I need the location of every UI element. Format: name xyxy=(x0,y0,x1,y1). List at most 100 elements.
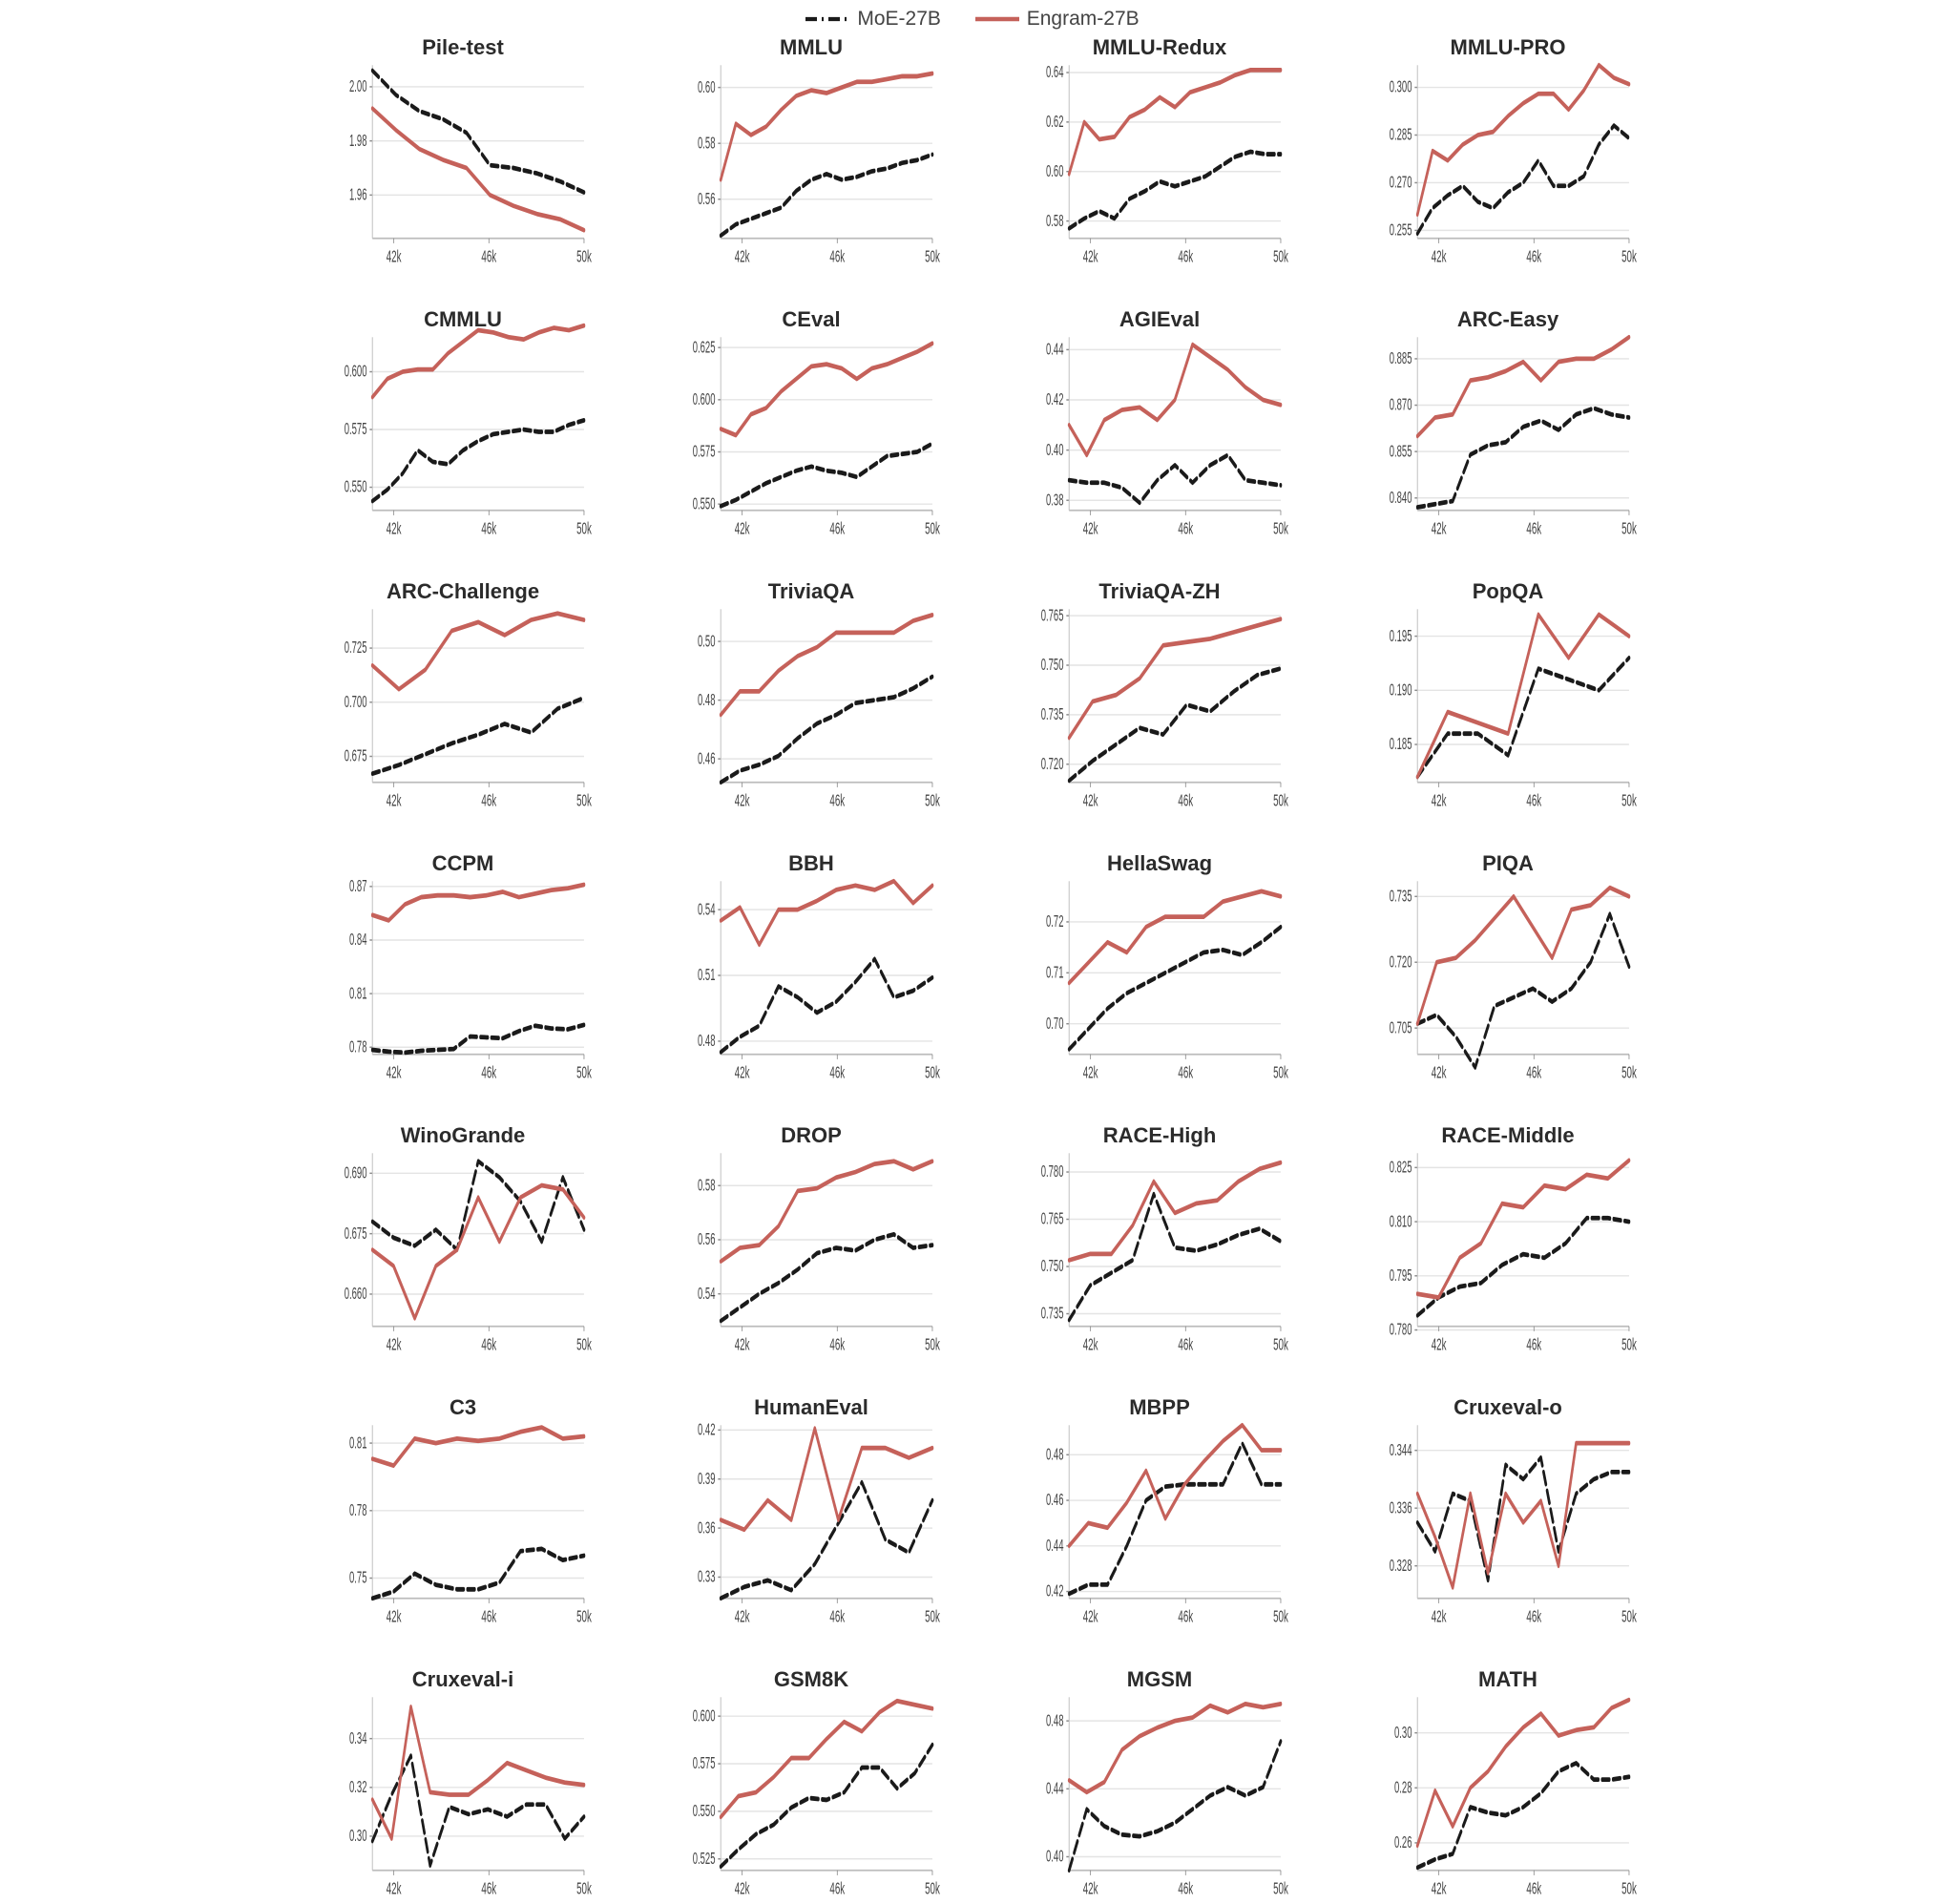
svg-text:42k: 42k xyxy=(1432,792,1447,811)
svg-text:50k: 50k xyxy=(1621,1608,1637,1627)
svg-text:50k: 50k xyxy=(1621,792,1637,811)
svg-text:46k: 46k xyxy=(1178,520,1193,539)
svg-text:0.70: 0.70 xyxy=(1046,1014,1064,1033)
svg-text:42k: 42k xyxy=(1083,1336,1098,1355)
svg-text:46k: 46k xyxy=(1526,1880,1541,1899)
svg-text:2.00: 2.00 xyxy=(349,76,367,95)
svg-text:42k: 42k xyxy=(1083,1880,1098,1899)
svg-text:0.26: 0.26 xyxy=(1394,1832,1412,1852)
svg-text:42k: 42k xyxy=(735,1608,750,1627)
svg-text:50k: 50k xyxy=(1273,792,1288,811)
svg-text:50k: 50k xyxy=(925,1608,940,1627)
svg-text:0.46: 0.46 xyxy=(698,748,716,767)
svg-text:0.780: 0.780 xyxy=(1041,1161,1064,1181)
svg-text:0.825: 0.825 xyxy=(1390,1157,1412,1176)
svg-text:0.885: 0.885 xyxy=(1390,348,1412,367)
svg-text:42k: 42k xyxy=(1083,248,1098,267)
svg-text:0.28: 0.28 xyxy=(1394,1777,1412,1796)
svg-text:0.575: 0.575 xyxy=(693,442,716,461)
svg-text:0.48: 0.48 xyxy=(1046,1444,1064,1463)
svg-text:42k: 42k xyxy=(387,1608,402,1627)
svg-text:0.700: 0.700 xyxy=(345,692,367,711)
svg-text:0.344: 0.344 xyxy=(1390,1440,1412,1459)
svg-text:0.255: 0.255 xyxy=(1390,220,1412,240)
svg-text:0.36: 0.36 xyxy=(698,1517,716,1537)
svg-text:0.54: 0.54 xyxy=(698,1284,716,1303)
svg-text:42k: 42k xyxy=(1083,792,1098,811)
svg-text:0.51: 0.51 xyxy=(698,965,716,984)
svg-text:0.810: 0.810 xyxy=(1390,1211,1412,1230)
svg-text:50k: 50k xyxy=(576,1336,592,1355)
svg-text:46k: 46k xyxy=(829,1064,845,1083)
svg-text:0.525: 0.525 xyxy=(693,1849,716,1868)
svg-text:50k: 50k xyxy=(576,1608,592,1627)
svg-text:0.550: 0.550 xyxy=(345,477,367,496)
svg-text:46k: 46k xyxy=(829,792,845,811)
svg-text:50k: 50k xyxy=(1273,1608,1288,1627)
svg-text:0.46: 0.46 xyxy=(1046,1490,1064,1509)
svg-text:0.625: 0.625 xyxy=(693,337,716,356)
svg-text:0.270: 0.270 xyxy=(1390,173,1412,192)
svg-text:0.34: 0.34 xyxy=(349,1728,367,1747)
svg-text:0.48: 0.48 xyxy=(698,1031,716,1050)
svg-text:0.840: 0.840 xyxy=(1390,488,1412,507)
svg-text:0.42: 0.42 xyxy=(698,1419,715,1438)
svg-text:1.98: 1.98 xyxy=(349,131,367,150)
svg-text:50k: 50k xyxy=(1621,1880,1637,1899)
svg-text:0.600: 0.600 xyxy=(693,1705,716,1725)
svg-text:46k: 46k xyxy=(1526,520,1541,539)
svg-text:0.40: 0.40 xyxy=(1046,1847,1064,1866)
svg-text:50k: 50k xyxy=(1273,1336,1288,1355)
svg-text:0.575: 0.575 xyxy=(345,419,367,438)
svg-text:0.300: 0.300 xyxy=(1390,77,1412,96)
svg-text:42k: 42k xyxy=(1432,1880,1447,1899)
svg-text:42k: 42k xyxy=(1083,1064,1098,1083)
svg-text:46k: 46k xyxy=(481,1880,496,1899)
svg-text:0.78: 0.78 xyxy=(349,1036,367,1056)
svg-text:0.185: 0.185 xyxy=(1390,734,1412,753)
svg-text:46k: 46k xyxy=(1178,1064,1193,1083)
svg-text:42k: 42k xyxy=(387,1880,402,1899)
svg-text:0.30: 0.30 xyxy=(1394,1723,1412,1742)
svg-text:42k: 42k xyxy=(1432,1608,1447,1627)
svg-text:0.328: 0.328 xyxy=(1390,1556,1412,1575)
svg-text:0.675: 0.675 xyxy=(345,1224,367,1243)
svg-text:42k: 42k xyxy=(1432,248,1447,267)
svg-text:42k: 42k xyxy=(387,792,402,811)
svg-text:0.64: 0.64 xyxy=(1046,62,1064,81)
svg-text:50k: 50k xyxy=(576,520,592,539)
svg-text:50k: 50k xyxy=(1621,520,1637,539)
svg-text:42k: 42k xyxy=(387,1064,402,1083)
svg-text:46k: 46k xyxy=(1178,1880,1193,1899)
svg-text:50k: 50k xyxy=(576,792,592,811)
svg-text:50k: 50k xyxy=(1273,1880,1288,1899)
svg-text:0.39: 0.39 xyxy=(698,1469,716,1488)
svg-text:46k: 46k xyxy=(481,248,496,267)
svg-text:46k: 46k xyxy=(1526,1064,1541,1083)
svg-text:46k: 46k xyxy=(481,1064,496,1083)
svg-text:0.38: 0.38 xyxy=(1046,490,1064,509)
svg-text:0.56: 0.56 xyxy=(698,1229,716,1248)
svg-text:0.550: 0.550 xyxy=(693,1801,716,1820)
svg-text:0.285: 0.285 xyxy=(1390,125,1412,144)
svg-text:1.96: 1.96 xyxy=(349,184,367,203)
svg-text:0.195: 0.195 xyxy=(1390,626,1412,645)
svg-text:50k: 50k xyxy=(925,1336,940,1355)
svg-text:42k: 42k xyxy=(1432,520,1447,539)
svg-text:0.78: 0.78 xyxy=(349,1500,367,1519)
svg-text:50k: 50k xyxy=(925,520,940,539)
svg-text:0.58: 0.58 xyxy=(698,1175,716,1194)
svg-text:0.44: 0.44 xyxy=(1046,339,1064,358)
svg-text:46k: 46k xyxy=(1526,792,1541,811)
svg-text:0.56: 0.56 xyxy=(698,189,716,208)
svg-text:0.336: 0.336 xyxy=(1390,1497,1412,1517)
svg-text:50k: 50k xyxy=(576,1064,592,1083)
svg-text:50k: 50k xyxy=(1273,520,1288,539)
svg-text:0.60: 0.60 xyxy=(698,77,716,96)
svg-text:50k: 50k xyxy=(925,248,940,267)
svg-text:50k: 50k xyxy=(576,248,592,267)
svg-text:0.600: 0.600 xyxy=(345,362,367,381)
svg-text:0.750: 0.750 xyxy=(1041,1256,1064,1275)
svg-text:0.870: 0.870 xyxy=(1390,395,1412,414)
svg-text:50k: 50k xyxy=(1621,248,1637,267)
